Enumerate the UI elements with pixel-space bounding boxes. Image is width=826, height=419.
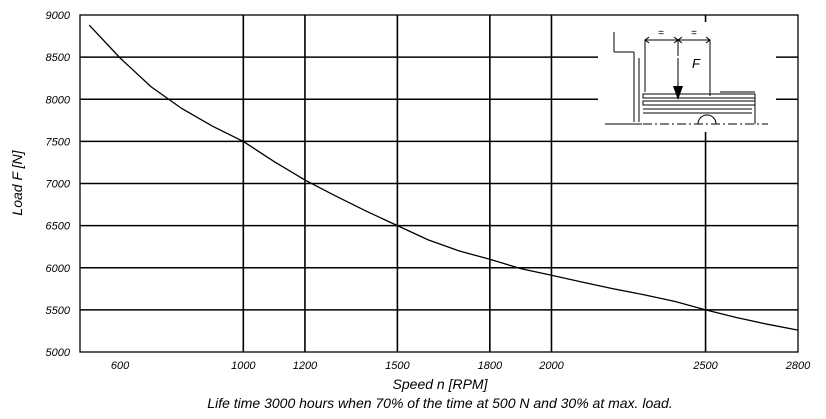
x-tick-label: 1500: [385, 360, 410, 372]
y-tick-label: 6500: [46, 221, 71, 233]
x-tick-label: 2800: [785, 360, 811, 372]
y-tick-label: 5500: [46, 305, 71, 317]
x-tick-label: 2500: [692, 360, 718, 372]
y-tick-label: 6000: [46, 263, 71, 275]
y-tick-label: 8000: [46, 94, 71, 106]
y-tick-label: 7500: [46, 136, 71, 148]
inset-force-label: F: [692, 56, 701, 71]
y-tick-label: 5000: [46, 347, 71, 359]
y-tick-label: 9000: [46, 10, 71, 22]
y-axis-label: Load F [N]: [9, 149, 25, 215]
x-tick-labels: 600 1000 1200 1500 1800 2000 2500 2800: [111, 360, 811, 372]
x-tick-label: 2000: [538, 360, 564, 372]
x-axis-label: Speed n [RPM]: [393, 376, 489, 392]
x-tick-label: 1000: [231, 360, 256, 372]
x-tick-label: 1200: [293, 360, 318, 372]
y-tick-labels: 5000 5500 6000 6500 7000 7500 8000 8500 9000: [46, 10, 71, 359]
y-tick-label: 7000: [46, 179, 71, 191]
load-curve: [88, 24, 799, 331]
x-tick-label: 600: [111, 360, 130, 372]
inset-diagram: = = F: [598, 22, 776, 132]
inset-equal-mark-left: =: [658, 28, 664, 39]
chart-caption: Life time 3000 hours when 70% of the tim…: [207, 395, 672, 411]
y-tick-label: 8500: [46, 52, 71, 64]
inset-equal-mark-right: =: [691, 28, 697, 39]
x-tick-label: 1800: [478, 360, 503, 372]
plot-frame: [79, 14, 799, 353]
